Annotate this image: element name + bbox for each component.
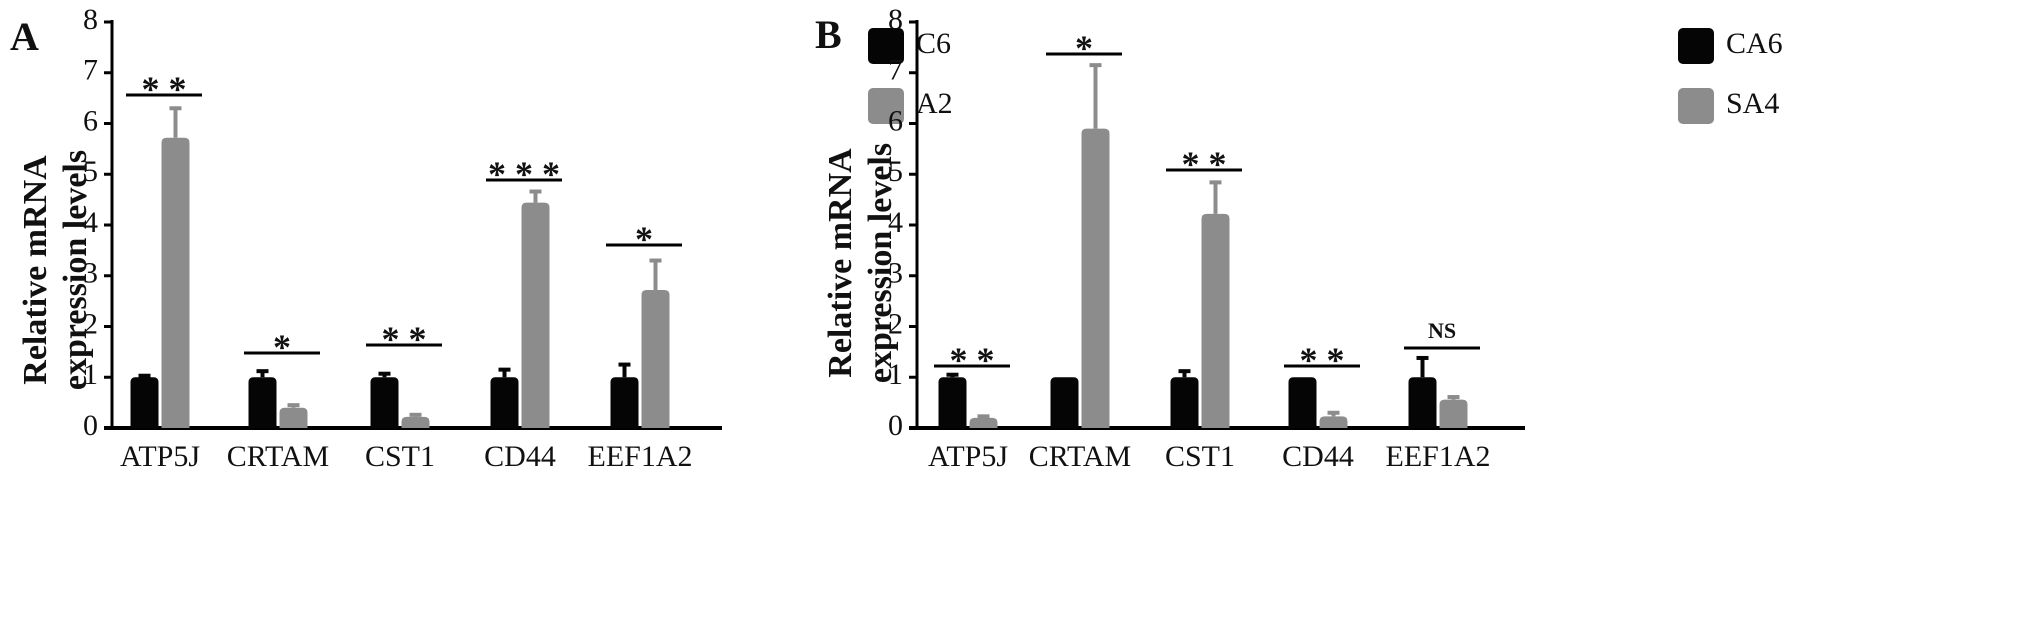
y-axis-label-line2: expression levels [57,150,94,390]
y-tick-label: 6 [83,104,98,137]
panel-letter: B [815,12,842,57]
y-tick-label: 4 [888,206,903,239]
bar-a2 [521,202,550,428]
significance-marker: * [635,219,653,259]
y-tick-label: 7 [888,54,903,87]
significance-marker: * [1075,28,1093,68]
x-tick-label: CST1 [1165,440,1235,473]
y-tick-label: 4 [83,206,98,239]
y-tick-label: 8 [888,3,903,36]
legend-swatch [1678,88,1714,124]
bar-sa4 [1201,213,1230,428]
bar-ca6 [1170,377,1199,428]
significance-marker: * * * [488,154,560,194]
significance-marker: * * [1182,144,1227,184]
bar-c6 [130,377,159,428]
y-tick-label: 3 [83,257,98,290]
y-tick-label: 6 [888,104,903,137]
bar-a2 [161,137,190,428]
y-tick-label: 0 [888,409,903,442]
y-tick-label: 7 [83,54,98,87]
bar-sa4 [969,417,998,428]
bar-sa4 [1081,128,1110,428]
bar-ca6 [1288,377,1317,428]
y-axis-label: Relative mRNA [17,155,54,385]
significance-marker: * [273,327,291,367]
panel-letter: A [10,14,39,59]
x-tick-label: CD44 [1282,440,1354,473]
legend-label: A2 [916,87,953,120]
legend-label: SA4 [1726,87,1779,120]
bar-sa4 [1319,416,1348,428]
x-tick-label: CD44 [484,440,556,473]
y-tick-label: 0 [83,409,98,442]
x-tick-label: EEF1A2 [1386,440,1491,473]
bar-a2 [401,416,430,428]
bar-c6 [370,377,399,428]
significance-marker: * * [382,319,427,359]
y-tick-label: 5 [888,155,903,188]
legend-swatch [868,28,904,64]
bar-ca6 [1408,377,1437,428]
y-tick-label: 3 [888,257,903,290]
significance-marker: * * [1300,340,1345,380]
significance-marker: * * [142,69,187,109]
y-tick-label: 1 [888,358,903,391]
y-axis-label-line2: expression levels [862,143,899,383]
panel-b: B Relative mRNA expression levels 0 1 2 3 4 5 6 7 8… [815,3,1783,473]
y-tick-label: 8 [83,3,98,36]
bar-a2 [641,289,670,428]
x-tick-label: ATP5J [928,440,1008,473]
y-axis-label: Relative mRNA [822,148,859,378]
x-tick-label: CRTAM [227,440,329,473]
x-tick-label: CST1 [365,440,435,473]
bar-c6 [248,377,277,428]
legend-swatch [1678,28,1714,64]
bar-c6 [610,377,639,428]
significance-marker: * * [950,340,995,380]
bar-ca6 [1050,377,1079,428]
bar-sa4 [1439,399,1468,428]
bar-a2 [279,407,308,428]
legend-label: CA6 [1726,27,1783,60]
significance-marker: NS [1428,318,1456,343]
x-tick-label: CRTAM [1029,440,1131,473]
legend-label: C6 [916,27,951,60]
y-tick-label: 2 [83,307,98,340]
bar-ca6 [938,377,967,428]
bar-c6 [490,377,519,428]
x-tick-label: ATP5J [120,440,200,473]
legend-swatch [868,88,904,124]
y-tick-label: 2 [888,307,903,340]
y-tick-label: 5 [83,155,98,188]
x-tick-label: EEF1A2 [588,440,693,473]
y-tick-label: 1 [83,358,98,391]
